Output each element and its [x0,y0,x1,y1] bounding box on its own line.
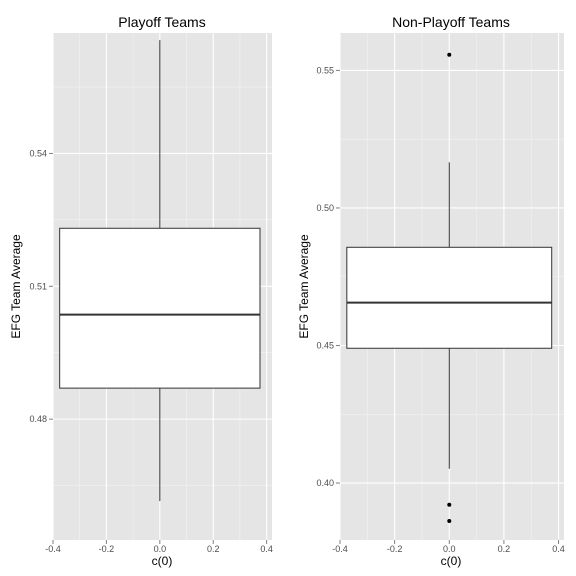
outlier-point [447,52,452,57]
box-iqr [346,246,553,349]
outlier-point [447,519,452,524]
panel-title: Playoff Teams [118,14,205,30]
x-tick-label: 0.2 [498,544,511,554]
x-tick-label: 0.0 [443,544,456,554]
y-tick-label: 0.45 [316,341,334,351]
x-tick-label: -0.4 [45,544,61,554]
x-tick-label: -0.4 [332,544,348,554]
y-axis-label: EFG Team Average [297,234,311,339]
y-tick-label: 0.48 [29,414,47,424]
x-tick-label: -0.2 [387,544,403,554]
y-tick-label: 0.51 [29,281,47,291]
x-tick-label: 0.0 [154,544,167,554]
y-axis-label: EFG Team Average [9,234,23,339]
panel-playoff-teams: 0.48 0.51 0.54 -0.4 -0.2 0.0 0.2 0.4 Playoff Tea… [9,14,273,568]
x-axis-label: c(0) [441,554,462,568]
y-tick-label: 0.55 [316,65,334,75]
x-axis-label: c(0) [152,554,173,568]
panel-non-playoff-teams: 0.40 0.45 0.50 0.55 -0.4 -0.2 0.0 0.2 0.4 Non-Pla… [297,14,565,568]
panel-title: Non-Playoff Teams [392,14,510,30]
y-tick-label: 0.40 [316,478,334,488]
outlier-point [447,502,452,507]
y-tick-label: 0.54 [29,148,47,158]
box-iqr [59,227,261,389]
x-tick-label: 0.4 [260,544,273,554]
x-tick-label: 0.4 [552,544,565,554]
y-tick-label: 0.50 [316,203,334,213]
x-tick-label: -0.2 [99,544,115,554]
x-tick-label: 0.2 [207,544,220,554]
